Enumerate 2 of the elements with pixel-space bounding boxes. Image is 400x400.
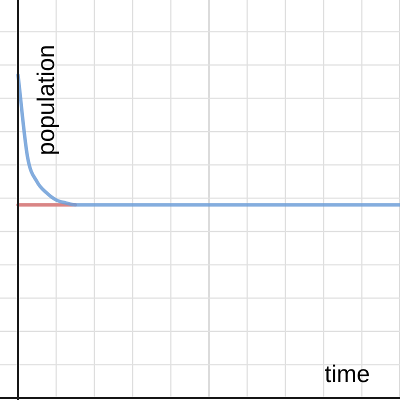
y-axis-title: population (33, 44, 60, 156)
x-axis-title: time (324, 361, 370, 388)
